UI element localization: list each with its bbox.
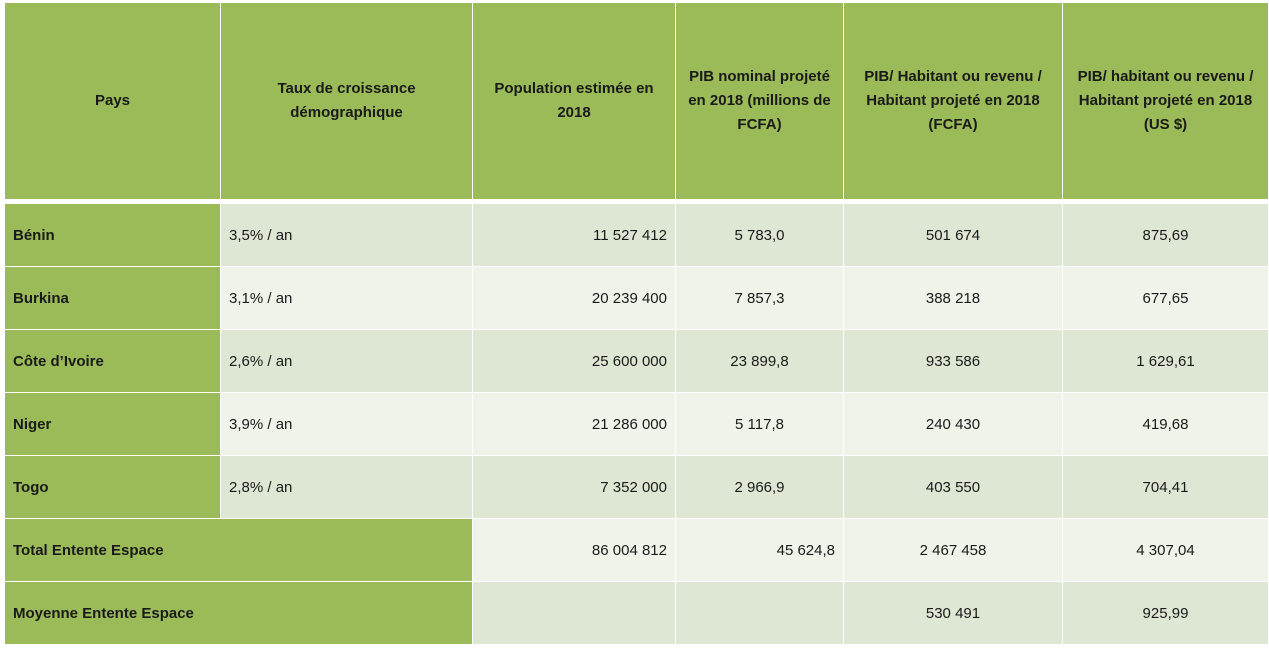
header-row: Pays Taux de croissance démographique Po… — [4, 2, 1269, 200]
total-row: Total Entente Espace 86 004 812 45 624,8… — [4, 518, 1269, 582]
pib-hab-fcfa-cell: 388 218 — [843, 266, 1063, 330]
pib-cell: 5 117,8 — [675, 392, 844, 456]
average-pib-hab-fcfa-cell: 530 491 — [843, 581, 1063, 645]
total-label: Total Entente Espace — [4, 518, 473, 582]
data-table: Pays Taux de croissance démographique Po… — [4, 2, 1269, 645]
table-row: Bénin 3,5% / an 11 527 412 5 783,0 501 6… — [4, 203, 1269, 267]
total-pib-cell: 45 624,8 — [675, 518, 844, 582]
table-row: Burkina 3,1% / an 20 239 400 7 857,3 388… — [4, 266, 1269, 330]
average-row: Moyenne Entente Espace 530 491 925,99 — [4, 581, 1269, 645]
country-cell: Burkina — [4, 266, 221, 330]
pib-hab-fcfa-cell: 240 430 — [843, 392, 1063, 456]
population-cell: 20 239 400 — [472, 266, 676, 330]
growth-cell: 3,9% / an — [220, 392, 473, 456]
country-cell: Bénin — [4, 203, 221, 267]
pib-hab-fcfa-cell: 933 586 — [843, 329, 1063, 393]
pib-hab-usd-cell: 1 629,61 — [1062, 329, 1269, 393]
total-population-cell: 86 004 812 — [472, 518, 676, 582]
pib-cell: 5 783,0 — [675, 203, 844, 267]
pib-hab-fcfa-cell: 403 550 — [843, 455, 1063, 519]
country-cell: Togo — [4, 455, 221, 519]
table-row: Côte d’Ivoire 2,6% / an 25 600 000 23 89… — [4, 329, 1269, 393]
header-pays: Pays — [4, 2, 221, 200]
growth-cell: 3,1% / an — [220, 266, 473, 330]
table-row: Niger 3,9% / an 21 286 000 5 117,8 240 4… — [4, 392, 1269, 456]
population-cell: 21 286 000 — [472, 392, 676, 456]
population-cell: 7 352 000 — [472, 455, 676, 519]
growth-cell: 2,8% / an — [220, 455, 473, 519]
country-cell: Côte d’Ivoire — [4, 329, 221, 393]
pib-hab-fcfa-cell: 501 674 — [843, 203, 1063, 267]
country-cell: Niger — [4, 392, 221, 456]
pib-hab-usd-cell: 419,68 — [1062, 392, 1269, 456]
table-row: Togo 2,8% / an 7 352 000 2 966,9 403 550… — [4, 455, 1269, 519]
pib-cell: 7 857,3 — [675, 266, 844, 330]
growth-cell: 3,5% / an — [220, 203, 473, 267]
average-pib-cell — [675, 581, 844, 645]
average-pib-hab-usd-cell: 925,99 — [1062, 581, 1269, 645]
header-pib: PIB nominal projeté en 2018 (millions de… — [675, 2, 844, 200]
pib-hab-usd-cell: 677,65 — [1062, 266, 1269, 330]
population-cell: 11 527 412 — [472, 203, 676, 267]
total-pib-hab-usd-cell: 4 307,04 — [1062, 518, 1269, 582]
growth-cell: 2,6% / an — [220, 329, 473, 393]
average-label: Moyenne Entente Espace — [4, 581, 473, 645]
pib-hab-usd-cell: 704,41 — [1062, 455, 1269, 519]
population-cell: 25 600 000 — [472, 329, 676, 393]
total-pib-hab-fcfa-cell: 2 467 458 — [843, 518, 1063, 582]
pib-cell: 2 966,9 — [675, 455, 844, 519]
pib-cell: 23 899,8 — [675, 329, 844, 393]
average-population-cell — [472, 581, 676, 645]
pib-hab-usd-cell: 875,69 — [1062, 203, 1269, 267]
header-pib-hab-fcfa: PIB/ Habitant ou revenu / Habitant proje… — [843, 2, 1063, 200]
header-pib-hab-usd: PIB/ habitant ou revenu / Habitant proje… — [1062, 2, 1269, 200]
header-taux: Taux de croissance démographique — [220, 2, 473, 200]
header-population: Population estimée en 2018 — [472, 2, 676, 200]
